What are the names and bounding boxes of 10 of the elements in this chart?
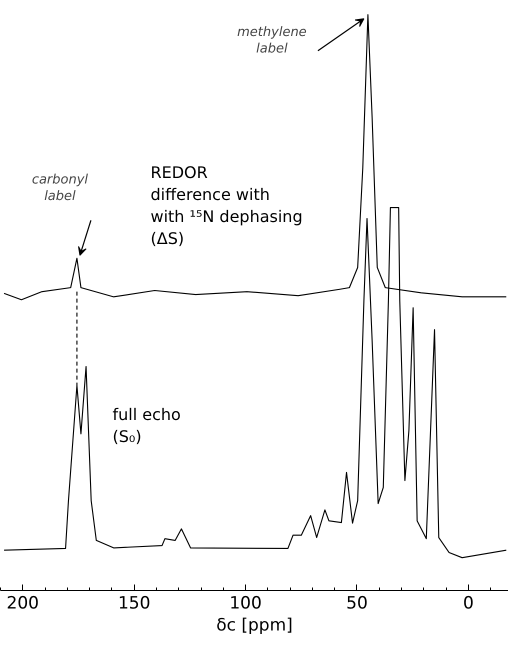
annotation: methylene label bbox=[237, 24, 307, 56]
series-label: full echo (S₀) bbox=[112, 405, 181, 446]
text: REDOR difference with with ¹⁵N dephasing (ΔS) bbox=[150, 163, 303, 248]
x-tick-label: 200 bbox=[6, 594, 40, 614]
annotation: carbonyl label bbox=[32, 172, 88, 204]
x-tick-label: 150 bbox=[118, 594, 150, 614]
x-tick-label: 100 bbox=[229, 594, 262, 614]
x-tick-label: 0 bbox=[462, 594, 474, 614]
x-axis-title: δc [ppm] bbox=[216, 616, 293, 636]
x-tick-label: 50 bbox=[346, 594, 368, 614]
